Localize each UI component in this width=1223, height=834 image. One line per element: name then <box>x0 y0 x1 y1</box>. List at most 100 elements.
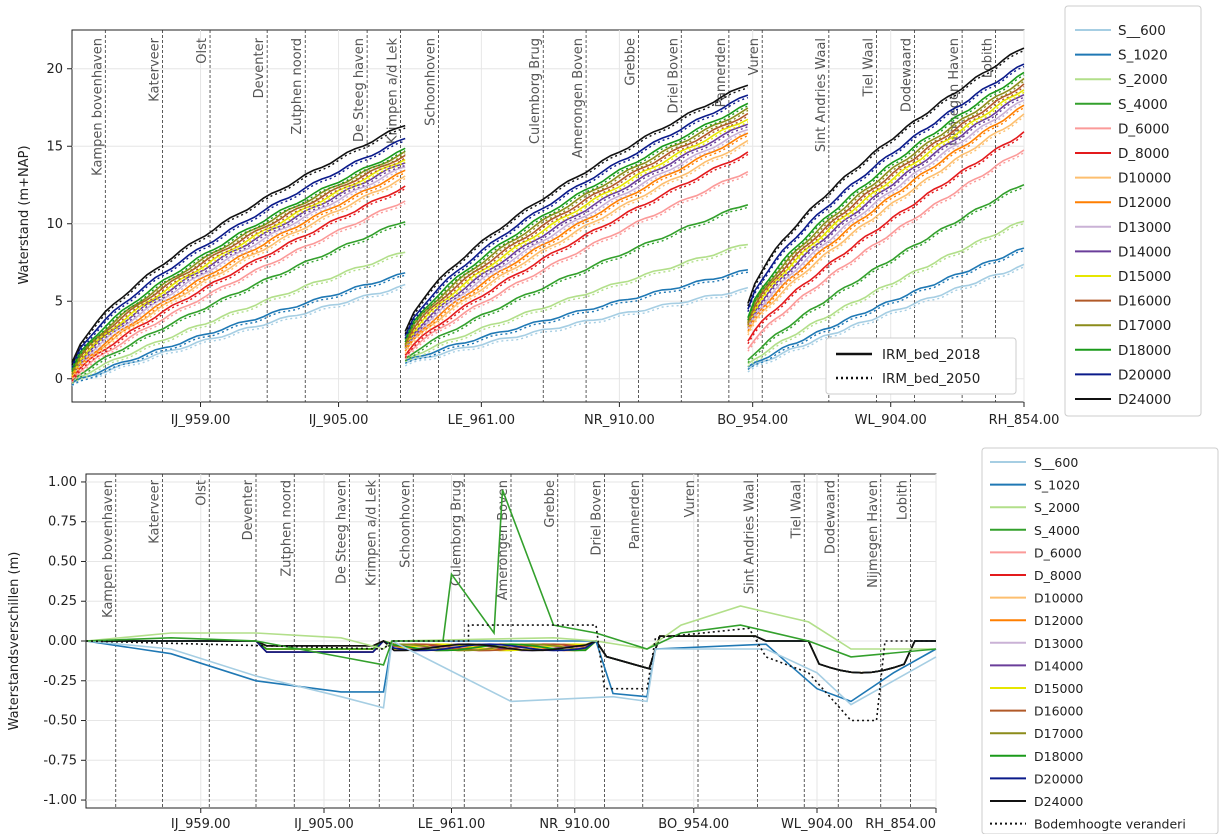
bottom-series-S_2000 <box>85 605 936 650</box>
top-series-S_2000-seg0 <box>71 251 406 382</box>
bottom-series-S__600 <box>85 639 937 709</box>
bottom-x-tick-label: BO_954.00 <box>658 817 729 832</box>
top-legend-label-D20000: D20000 <box>1118 367 1171 383</box>
top-location-label: Grebbe <box>623 38 638 86</box>
top-location-label: De Steeg haven <box>352 38 367 142</box>
top-series-S_4000-seg1 <box>404 204 749 360</box>
top-x-tick-label: BO_954.00 <box>717 413 788 428</box>
top-x-tick-label: NR_910.00 <box>584 413 655 428</box>
top-series-D24000-seg0-2050 <box>71 127 406 366</box>
bottom-location-label: Nijmegen Haven <box>866 480 881 588</box>
top-series-D16000-seg1-2050 <box>404 115 749 348</box>
top-series-S_1020-seg2-2050 <box>747 249 1025 370</box>
bottom-y-tick-label: 0.75 <box>48 515 77 530</box>
bottom-location-label: De Steeg haven <box>335 480 350 584</box>
bottom-location-label: Vuren <box>683 480 698 518</box>
top-series-D_8000-seg0-2050 <box>71 187 406 382</box>
top-location-label: Vuren <box>747 38 762 76</box>
top-series-D20000-seg2 <box>747 63 1025 310</box>
top-location-label: Olst <box>195 38 210 64</box>
bottom-x-tick-label: RH_854.00 <box>865 817 936 832</box>
top-series-D_6000-seg0-2050 <box>71 202 406 383</box>
bottom-legend-label-D16000: D16000 <box>1034 704 1083 719</box>
top-series-D18000-seg0 <box>71 147 406 370</box>
top-x-tick-label: IJ_959.00 <box>171 413 231 428</box>
bottom-location-label: Dodewaard <box>823 480 838 554</box>
bottom-location-label: Grebbe <box>543 480 558 528</box>
top-series-D_6000-seg2 <box>747 149 1025 350</box>
top-series-D_8000-seg1 <box>404 151 749 356</box>
legend-irm-2050: IRM_bed_2050 <box>882 371 980 387</box>
top-series-D_8000-seg0 <box>71 185 406 379</box>
top-series-D10000-seg1-2050 <box>404 142 749 355</box>
top-chart: Kampen bovenhaven Katerveer Olst Deventer Zu… <box>17 29 1060 428</box>
bottom-y-axis-label: Waterstandsverschillen (m) <box>7 552 22 731</box>
bottom-location-label: Olst <box>194 480 209 506</box>
top-series-D14000-seg2 <box>747 93 1025 325</box>
top-series-D20000-seg1 <box>404 94 749 337</box>
bottom-series-D24000 <box>86 635 936 674</box>
top-series-D14000-seg1 <box>404 123 749 347</box>
top-series-S_4000-seg1-2050 <box>404 206 749 362</box>
top-location-label: Amerongen Boven <box>571 38 586 158</box>
top-series-D12000-seg0-2050 <box>71 172 406 378</box>
top-series-D15000-seg2 <box>747 89 1025 324</box>
top-x-tick-label: WL_904.00 <box>855 413 927 428</box>
top-series-D18000-seg1 <box>404 102 749 340</box>
bottom-series-legend: S__600 S_1020 S_2000 S_4000 D_6000 D_8000 D100… <box>981 447 1219 834</box>
top-x-tick-label: IJ_905.00 <box>309 413 369 428</box>
top-x-tick-label: LE_961.00 <box>448 413 515 428</box>
bottom-legend-label-D10000: D10000 <box>1034 591 1083 606</box>
top-location-label: Krimpen a/d Lek <box>385 38 400 145</box>
bottom-location-label: Kampen bovenhaven <box>101 480 116 618</box>
bottom-location-label: Pannerden <box>628 480 643 549</box>
top-series-S_2000-seg1 <box>404 243 748 360</box>
top-series-S_4000-seg2 <box>747 183 1025 361</box>
legend-irm-2018: IRM_bed_2018 <box>882 347 980 363</box>
top-series-D12000-seg0 <box>71 169 406 376</box>
top-series-D13000-seg0 <box>71 166 406 374</box>
top-series-S_1020-seg0 <box>71 272 406 384</box>
bottom-location-label: Driel Boven <box>590 480 605 556</box>
top-series-D_8000-seg1-2050 <box>404 153 749 359</box>
top-legend-label-S_1020: S_1020 <box>1118 48 1168 64</box>
top-legend-label-D16000: D16000 <box>1118 294 1171 310</box>
top-location-label: Pannerden <box>714 38 729 107</box>
bottom-location-label: Krimpen a/d Lek <box>364 480 379 587</box>
bottom-location-label: Katerveer <box>148 479 163 543</box>
top-series-D_8000-seg2 <box>747 131 1025 342</box>
top-legend-label-D10000: D10000 <box>1118 171 1171 187</box>
top-legend-label-S__600: S__600 <box>1118 23 1166 39</box>
bottom-location-label: Deventer <box>241 479 256 540</box>
top-location-label: Driel Boven <box>666 38 681 114</box>
bottom-legend-label-D14000: D14000 <box>1034 658 1083 673</box>
top-series-D13000-seg1-2050 <box>404 131 749 350</box>
top-series-D15000-seg1 <box>404 118 749 346</box>
top-legend-label-D_8000: D_8000 <box>1118 146 1170 162</box>
top-series-D10000-seg1 <box>404 139 749 352</box>
top-location-label: Tiel Waal <box>861 38 876 97</box>
top-series-D20000-seg1-2050 <box>404 96 749 339</box>
top-series-D24000-seg2-2050 <box>747 49 1025 307</box>
top-legend-label-D13000: D13000 <box>1118 220 1171 236</box>
bottom-legend-label-D_6000: D_6000 <box>1034 545 1082 560</box>
top-location-label: Schoonhoven <box>424 38 439 126</box>
bottom-location-label: Culemborg Brug <box>449 480 464 586</box>
bottom-legend-label-D15000: D15000 <box>1034 681 1083 696</box>
bottom-legend-label-S_1020: S_1020 <box>1034 478 1080 493</box>
top-series-D13000-seg2-2050 <box>747 101 1025 330</box>
top-series-D17000-seg1-2050 <box>404 109 749 346</box>
top-series-D10000-seg2 <box>747 113 1025 333</box>
top-location-label: Nijmegen Haven <box>947 38 962 146</box>
bottom-y-tick-label: 1.00 <box>48 475 77 490</box>
top-series-S_4000-seg0 <box>71 221 406 381</box>
top-location-label: Sint Andries Waal <box>814 38 829 152</box>
top-series-S__600-seg2 <box>747 263 1025 371</box>
bottom-legend-label-D12000: D12000 <box>1034 613 1083 628</box>
top-series-S__600-seg0-2050 <box>71 286 406 387</box>
top-series-D13000-seg2 <box>747 99 1025 327</box>
top-x-tick-label: RH_854.00 <box>989 413 1060 428</box>
top-location-label: Dodewaard <box>900 38 915 112</box>
bottom-x-tick-label: IJ_959.00 <box>171 817 231 832</box>
bottom-y-tick-label: -1.00 <box>43 793 77 808</box>
